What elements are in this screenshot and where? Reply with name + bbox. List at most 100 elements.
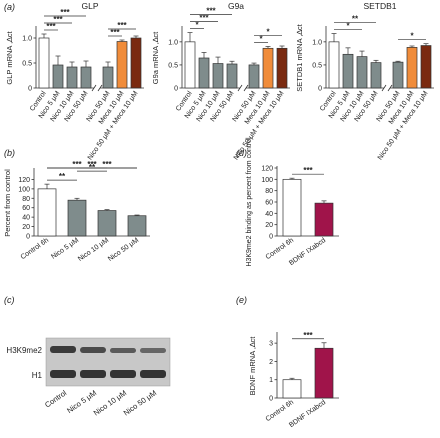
- bar: [130, 37, 142, 89]
- bar: [370, 62, 382, 89]
- blot-band-h3k9me2-lane-3: [110, 348, 136, 353]
- y-tick-label: 60: [265, 200, 273, 207]
- bar: [248, 64, 260, 89]
- panel-letter-c: (c): [4, 295, 15, 305]
- y-tick-label: 0.5: [22, 61, 32, 68]
- significance-label: ***: [303, 166, 313, 175]
- bar: [212, 63, 224, 89]
- y-tick-label: 0.5: [312, 62, 322, 69]
- significance-label: ***: [199, 14, 209, 23]
- bar: [392, 61, 404, 89]
- significance-label: ***: [206, 7, 216, 16]
- significance-label: **: [89, 163, 96, 172]
- blot-band-h1-lane-4: [140, 370, 166, 378]
- bar: [198, 57, 210, 89]
- y-tick-label: 3: [269, 341, 273, 348]
- y-tick-label: 2: [269, 359, 273, 366]
- y-axis-label: H3K9me2 binding as percent from control: [246, 137, 253, 267]
- blot-band-h3k9me2-lane-1: [50, 346, 76, 353]
- bar: [127, 215, 147, 237]
- y-tick-label: 60: [22, 205, 30, 212]
- significance-label: ***: [53, 15, 63, 24]
- y-tick-label: 0: [26, 234, 30, 241]
- bar: [52, 64, 64, 89]
- blot-image: [45, 337, 171, 387]
- axis-break-mark: [381, 84, 387, 92]
- significance-label: ***: [72, 160, 82, 169]
- western-blot: H3K9me2 H1 Control Nico 5 μM Nico 10 μM …: [6, 337, 171, 417]
- significance-label: ***: [303, 331, 313, 340]
- bar: [262, 47, 274, 89]
- bar: [67, 199, 87, 237]
- y-tick-label: 20: [22, 224, 30, 231]
- blot-label-h1: H1: [32, 371, 43, 380]
- significance-label: *: [259, 34, 263, 43]
- bar: [116, 41, 128, 89]
- chart-title: GLP: [81, 1, 98, 11]
- bar: [37, 188, 57, 237]
- y-tick-label: 0: [28, 86, 32, 93]
- bar: [276, 47, 288, 89]
- bar: [314, 202, 334, 237]
- bar: [420, 45, 432, 89]
- blot-band-h3k9me2-lane-2: [80, 347, 106, 353]
- panel-letter-e: (e): [236, 295, 247, 305]
- bar: [184, 41, 196, 89]
- blot-band-h1-lane-2: [80, 370, 106, 378]
- significance-label: *: [195, 21, 199, 30]
- chart-nicotine-dose: Percent from control 0 20 40 60 80 100 120 Contr…: [3, 160, 150, 263]
- bar: [102, 66, 114, 89]
- significance-label: *: [410, 32, 414, 41]
- significance-label: *: [346, 22, 350, 31]
- bar: [356, 56, 368, 89]
- y-tick-label: 80: [22, 196, 30, 203]
- chart-h3k9me2-binding: H3K9me2 binding as percent from control 0…: [246, 137, 339, 267]
- chart-title: G9a: [228, 1, 244, 11]
- significance-label: ***: [60, 8, 70, 17]
- bar: [328, 41, 340, 89]
- y-tick-label: 40: [22, 215, 30, 222]
- significance-label: ***: [46, 22, 56, 31]
- axis-break-mark: [243, 84, 249, 92]
- significance-label: ***: [87, 160, 97, 169]
- bar: [226, 63, 238, 89]
- blot-label-h3k9me2: H3K9me2: [6, 346, 42, 355]
- bar: [38, 37, 50, 89]
- bar: [282, 379, 302, 399]
- bar: [314, 347, 334, 399]
- axis-break-mark: [387, 84, 393, 92]
- y-tick-label: 100: [261, 177, 273, 184]
- y-tick-label: 0: [174, 86, 178, 93]
- y-axis-label: SETDB1 mRNA ,∆ct: [295, 23, 304, 91]
- y-tick-label: 0: [269, 396, 273, 403]
- axis-break-mark: [97, 84, 103, 92]
- bar: [66, 66, 78, 89]
- y-axis-label: Percent from control: [3, 169, 12, 237]
- y-tick-label: 1: [269, 377, 273, 384]
- panel-letter-a: (a): [4, 2, 15, 12]
- y-tick-label: 20: [265, 222, 273, 229]
- y-tick-label: 40: [265, 211, 273, 218]
- bar: [282, 178, 302, 237]
- y-axis-label: G9a mRNA ,∆ct: [151, 31, 160, 84]
- y-tick-label: 1.0: [312, 39, 322, 46]
- bar: [342, 53, 354, 89]
- blot-lane-label: Control: [43, 388, 68, 409]
- blot-lane-label: Nico 50 μM: [122, 388, 158, 417]
- y-tick-label: 1.0: [168, 39, 178, 46]
- y-tick-label: 0.5: [168, 62, 178, 69]
- x-tick-label: Control 6h: [20, 237, 51, 261]
- bar: [97, 210, 117, 237]
- y-tick-label: 1.0: [22, 36, 32, 43]
- y-tick-label: 0: [318, 86, 322, 93]
- x-tick-label: Nico 50 μM: [107, 237, 140, 263]
- y-axis-label: BDNF mRNA ,∆ct: [248, 336, 257, 396]
- blot-band-h3k9me2-lane-4: [140, 348, 166, 353]
- y-tick-label: 80: [265, 188, 273, 195]
- blot-band-h1-lane-3: [110, 370, 136, 378]
